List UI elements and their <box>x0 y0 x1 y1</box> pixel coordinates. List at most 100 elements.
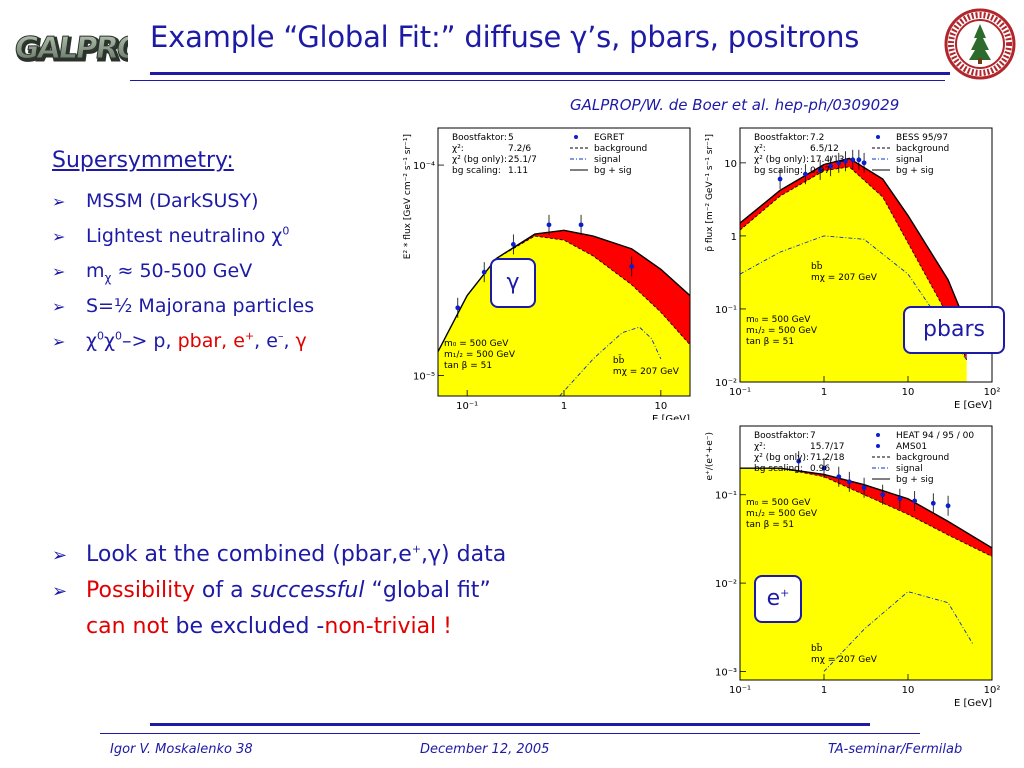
legend-marker <box>876 433 880 437</box>
legend-label: AMS01 <box>896 442 927 452</box>
arrow-bullet-icon: ➢ <box>52 192 66 211</box>
annotation-mass: mχ = 207 GeV <box>613 367 680 377</box>
logo-text: GALPROP <box>12 31 128 66</box>
legend-label: background <box>896 144 949 154</box>
legend-box-key: Boostfaktor: <box>754 133 809 143</box>
legend-box-value: 0.96 <box>810 464 830 474</box>
bullet-text: can not be excluded -non-trivial ! <box>86 614 452 639</box>
parameter-label: m₀ = 500 GeV <box>746 498 811 508</box>
bullet-item-continued: can not be excluded -non-trivial ! <box>52 614 692 650</box>
data-point <box>856 157 862 163</box>
chart-plot-area <box>740 451 992 680</box>
data-point <box>828 163 834 169</box>
legend-box-key: χ²: <box>754 144 766 154</box>
bullet-item: ➢ χ0χ0–> p, pbar, e+, e–, γ <box>52 330 412 365</box>
legend-box-key: bg scaling: <box>452 166 501 176</box>
legend-box-key: χ²: <box>452 144 464 154</box>
data-point <box>861 160 867 166</box>
data-point <box>481 269 487 275</box>
bg-plus-signal-line <box>740 157 968 326</box>
x-tick-label: 10² <box>984 685 1000 696</box>
legend-label: EGRET <box>594 133 625 143</box>
legend-box-key: χ² (bg only): <box>754 155 809 165</box>
chart-frame <box>739 127 993 383</box>
y-tick-label: 10⁻³ <box>715 667 737 678</box>
conclusion-list: ➢ Look at the combined (pbar,e+,γ) data … <box>52 542 692 650</box>
legend-box-value: 7 <box>810 431 816 441</box>
legend-box-value: 6.5/12 <box>810 144 839 154</box>
x-tick-label: 1 <box>821 387 827 398</box>
bullet-text: MSSM (DarkSUSY) <box>86 190 259 212</box>
parameter-label: m₀ = 500 GeV <box>444 339 509 349</box>
legend-box-value: 25.1/7 <box>508 155 537 165</box>
y-tick-label: 10⁻¹ <box>715 305 737 316</box>
parameter-label: m₁/₂ = 500 GeV <box>444 350 516 360</box>
footer-rule-thin <box>100 733 920 734</box>
annotation-bbbar: bb̄ <box>811 261 823 273</box>
annotation-bbbar: bb̄ <box>613 354 625 366</box>
y-axis-label: E² * flux [GeV cm⁻² s⁻¹ sr⁻¹] <box>403 134 413 259</box>
legend-box-value: 1.11 <box>508 166 528 176</box>
data-point <box>546 222 552 228</box>
x-tick-label: 10 <box>654 401 667 412</box>
legend-box-value: 71.2/18 <box>810 453 845 463</box>
data-point <box>510 241 516 247</box>
arrow-bullet-icon: ➢ <box>52 297 66 316</box>
data-point <box>850 157 856 163</box>
x-axis-label: E [GeV] <box>954 400 992 411</box>
legend-label: background <box>896 453 949 463</box>
bullet-text: χ0χ0–> p, pbar, e+, e–, γ <box>86 329 307 352</box>
data-point <box>843 158 848 164</box>
legend-box-key: bg scaling: <box>754 166 803 176</box>
pbars-label-box: pbars <box>903 306 1005 354</box>
bullet-item: ➢ Lightest neutralino χ0 <box>52 225 412 260</box>
x-tick-label: 10⁻¹ <box>729 387 751 398</box>
data-point <box>897 496 903 502</box>
x-tick-label: 1 <box>561 401 567 412</box>
y-axis-label: e⁺/(e⁺+e⁻) <box>705 432 715 480</box>
x-axis-label: E [GeV] <box>652 414 690 420</box>
positron-label-box: e+ <box>754 575 802 623</box>
arrow-bullet-icon: ➢ <box>52 262 66 281</box>
x-tick-label: 1 <box>821 685 827 696</box>
data-point <box>455 305 461 311</box>
bullet-list: ➢ MSSM (DarkSUSY) ➢ Lightest neutralino … <box>52 190 412 365</box>
legend-box-key: χ² (bg only): <box>754 453 809 463</box>
data-point <box>802 171 808 177</box>
parameter-label: tan β = 51 <box>746 337 794 347</box>
citation: GALPROP/W. de Boer et al. hep-ph/0309029 <box>570 96 900 114</box>
positron-fraction-chart: 10⁻¹ 1 10 10² 10⁻¹ 10⁻² 10⁻³ E [GeV] e⁺/(e⁺+e⁻) B… <box>705 425 1000 709</box>
data-point <box>777 176 783 182</box>
legend-box-key: χ² (bg only): <box>452 155 507 165</box>
legend-label: signal <box>896 155 923 165</box>
data-point <box>912 498 918 504</box>
x-tick-label: 10² <box>984 387 1000 398</box>
footer-venue: TA-seminar/Fermilab <box>828 742 963 757</box>
parameter-label: m₁/₂ = 500 GeV <box>746 326 818 336</box>
legend-label: signal <box>594 155 621 165</box>
data-point <box>880 492 886 498</box>
legend-box-value: 7.2/6 <box>508 144 531 154</box>
y-tick-label: 10⁻¹ <box>715 491 737 502</box>
gamma-label-box: γ <box>490 258 536 308</box>
footer-rule <box>150 723 870 726</box>
arrow-bullet-icon: ➢ <box>52 545 68 566</box>
arrow-bullet-icon: ➢ <box>52 332 66 351</box>
bullet-item: ➢ S=½ Majorana particles <box>52 295 412 330</box>
bullet-text: S=½ Majorana particles <box>86 295 315 317</box>
title-rule <box>150 72 950 75</box>
x-axis-label: E [GeV] <box>954 698 992 709</box>
data-point <box>836 474 842 480</box>
legend-marker <box>574 135 578 139</box>
legend-marker <box>876 444 880 448</box>
data-point <box>821 465 827 471</box>
legend-label: HEAT 94 / 95 / 00 <box>896 431 974 441</box>
legend-box-value: 15.7/17 <box>810 442 845 452</box>
y-tick-label: 10⁻² <box>715 378 737 389</box>
logo-shadow-text: GALPROP <box>14 33 128 68</box>
bullet-item: ➢ Possibility of a successful “global fi… <box>52 578 692 614</box>
bullet-item: ➢ MSSM (DarkSUSY) <box>52 190 412 225</box>
background-area <box>740 468 992 680</box>
legend-label: bg + sig <box>896 475 934 485</box>
